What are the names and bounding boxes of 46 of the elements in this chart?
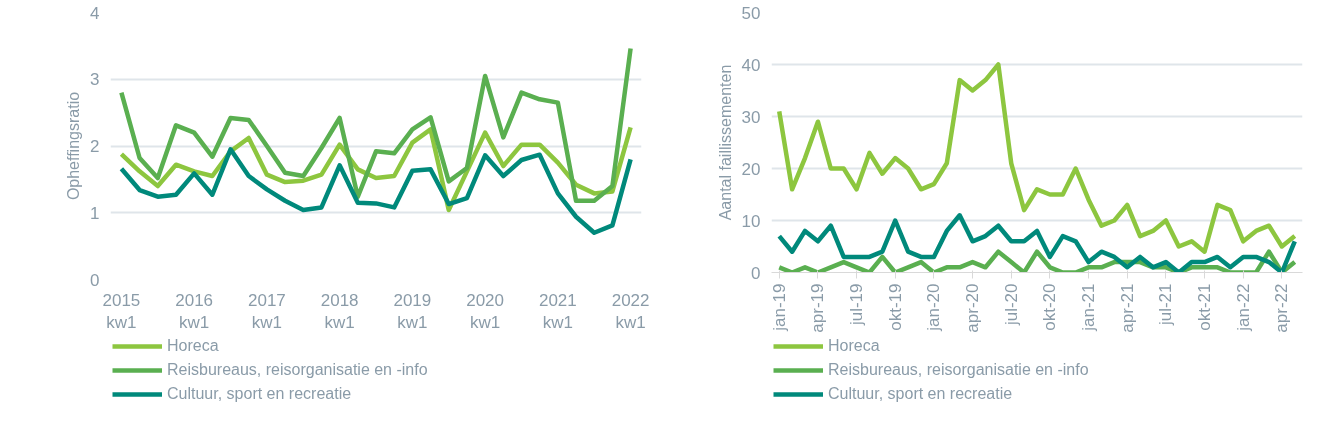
x-tick-label: jan-22 <box>1233 283 1253 332</box>
legend-label: Reisbureaus, reisorganisatie en -info <box>167 361 428 379</box>
line-series <box>776 249 1298 273</box>
y-tick-label: 2 <box>90 137 100 156</box>
x-tick-label: apr-22 <box>1272 283 1292 333</box>
x-tick-label: jul-21 <box>1156 283 1176 327</box>
x-tick-label: jan-19 <box>769 283 789 332</box>
x-tick-label: okt-20 <box>1040 283 1060 331</box>
x-tick-label: apr-19 <box>808 283 828 333</box>
x-tick-label: 2016 kw1 <box>175 290 214 333</box>
line-series <box>776 213 1298 273</box>
legend-label: Horeca <box>828 337 880 355</box>
x-tick-label: jan-20 <box>924 283 944 332</box>
y-tick-label: 20 <box>741 159 761 179</box>
x-tick-label: jan-21 <box>1079 283 1099 332</box>
x-tick-label: 2021 kw1 <box>538 290 577 333</box>
line-series <box>119 46 633 203</box>
x-tick-label: 2022 kw1 <box>611 290 650 333</box>
y-tick-label: 10 <box>741 211 761 231</box>
y-tick-label: 3 <box>90 70 100 90</box>
legend-label: Cultuur, sport en recreatie <box>828 385 1013 403</box>
x-tick-label: apr-20 <box>963 283 983 333</box>
y-tick-label: 50 <box>741 3 761 23</box>
x-tick-label: 2017 kw1 <box>247 290 286 333</box>
line-series <box>776 62 1298 254</box>
y-tick-label: 40 <box>741 55 761 75</box>
x-tick-label: 2020 kw1 <box>466 290 505 333</box>
x-tick-label: 2019 kw1 <box>393 290 432 333</box>
y-axis-title: Opheffingsratio <box>65 91 83 201</box>
x-tick-label: apr-21 <box>1117 283 1137 333</box>
x-tick-label: 2018 kw1 <box>320 290 359 333</box>
y-tick-label: 4 <box>90 3 100 23</box>
legend-label: Cultuur, sport en recreatie <box>167 385 352 403</box>
legend-label: Horeca <box>167 337 219 355</box>
line-series <box>119 147 633 236</box>
y-tick-label: 0 <box>90 270 100 290</box>
x-tick-label: jul-19 <box>847 283 867 327</box>
y-tick-label: 1 <box>90 203 100 223</box>
x-tick-label: 2015 kw1 <box>102 290 141 333</box>
y-axis-title: Aantal faillissementen <box>716 64 734 221</box>
x-tick-label: jul-20 <box>1001 283 1021 327</box>
x-tick-label: okt-21 <box>1195 283 1215 331</box>
y-tick-label: 0 <box>751 263 761 283</box>
legend-label: Reisbureaus, reisorganisatie en -info <box>828 361 1089 379</box>
x-tick-label: okt-19 <box>885 283 905 331</box>
y-tick-label: 30 <box>741 107 761 127</box>
